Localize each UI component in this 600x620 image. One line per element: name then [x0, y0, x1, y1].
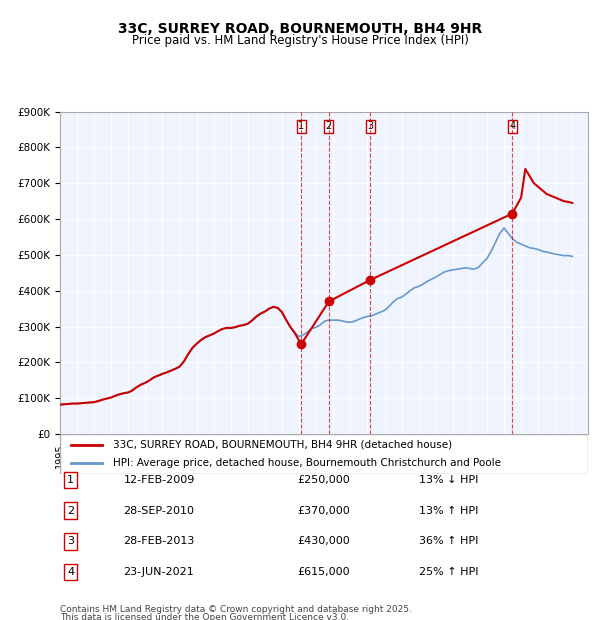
Text: Contains HM Land Registry data © Crown copyright and database right 2025.: Contains HM Land Registry data © Crown c…: [60, 604, 412, 614]
Text: 4: 4: [509, 122, 515, 131]
Text: 28-FEB-2013: 28-FEB-2013: [124, 536, 195, 546]
Text: 4: 4: [67, 567, 74, 577]
Text: This data is licensed under the Open Government Licence v3.0.: This data is licensed under the Open Gov…: [60, 613, 349, 620]
Text: 13% ↑ HPI: 13% ↑ HPI: [419, 506, 478, 516]
Text: £615,000: £615,000: [298, 567, 350, 577]
Text: 2: 2: [326, 122, 332, 131]
Text: 13% ↓ HPI: 13% ↓ HPI: [419, 475, 478, 485]
Text: 23-JUN-2021: 23-JUN-2021: [124, 567, 194, 577]
Text: £430,000: £430,000: [298, 536, 350, 546]
Text: 3: 3: [367, 122, 373, 131]
Text: 2: 2: [67, 506, 74, 516]
Text: HPI: Average price, detached house, Bournemouth Christchurch and Poole: HPI: Average price, detached house, Bour…: [113, 458, 501, 469]
Text: 25% ↑ HPI: 25% ↑ HPI: [419, 567, 479, 577]
Text: 1: 1: [298, 122, 304, 131]
Text: Price paid vs. HM Land Registry's House Price Index (HPI): Price paid vs. HM Land Registry's House …: [131, 34, 469, 47]
FancyBboxPatch shape: [60, 434, 588, 474]
Text: £250,000: £250,000: [298, 475, 350, 485]
Text: 36% ↑ HPI: 36% ↑ HPI: [419, 536, 478, 546]
Text: 28-SEP-2010: 28-SEP-2010: [124, 506, 194, 516]
Text: 33C, SURREY ROAD, BOURNEMOUTH, BH4 9HR (detached house): 33C, SURREY ROAD, BOURNEMOUTH, BH4 9HR (…: [113, 440, 452, 450]
Text: 3: 3: [67, 536, 74, 546]
Text: £370,000: £370,000: [298, 506, 350, 516]
Text: 12-FEB-2009: 12-FEB-2009: [124, 475, 195, 485]
Text: 1: 1: [67, 475, 74, 485]
Text: 33C, SURREY ROAD, BOURNEMOUTH, BH4 9HR: 33C, SURREY ROAD, BOURNEMOUTH, BH4 9HR: [118, 22, 482, 36]
